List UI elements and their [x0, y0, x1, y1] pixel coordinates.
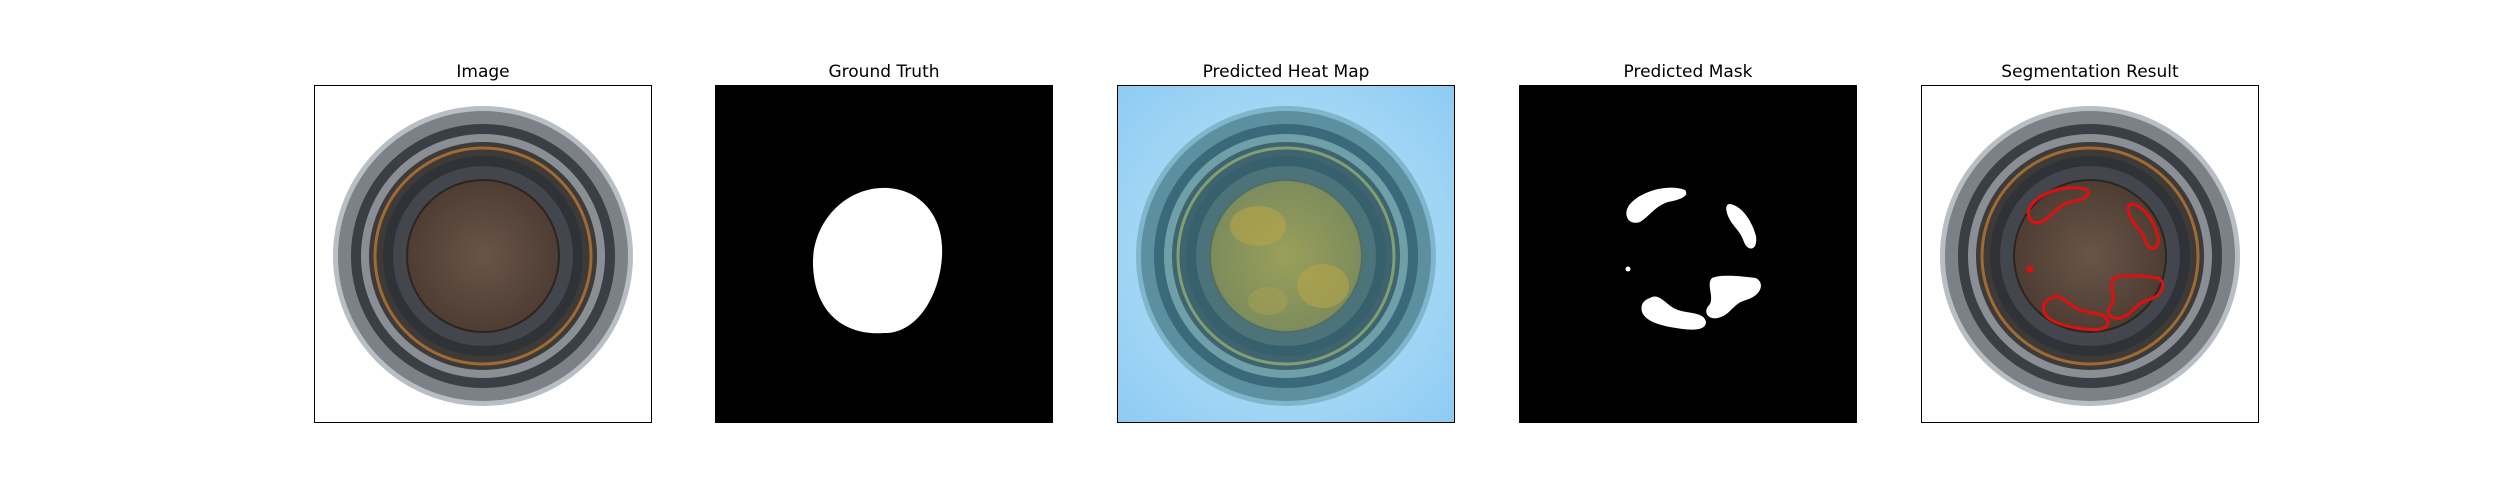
contour-lower-right	[2106, 274, 2165, 320]
predicted-mask	[1520, 86, 1856, 422]
contour-upper-right	[2126, 202, 2160, 250]
contour-speck	[2026, 265, 2034, 273]
contour-upper-left	[2026, 186, 2090, 225]
panel-image: Image	[314, 0, 652, 500]
panel-title-heat-map: Predicted Heat Map	[1202, 62, 1370, 82]
segmentation-contours	[2026, 186, 2165, 332]
heat-map-overlay	[1118, 86, 1454, 422]
segmentation-frame	[1921, 85, 2259, 423]
panel-title-image: Image	[456, 62, 510, 82]
mask-frame	[1519, 85, 1857, 423]
panel-title-ground-truth: Ground Truth	[828, 62, 940, 82]
mask-speck	[1625, 266, 1631, 272]
panel-title-mask: Predicted Mask	[1623, 62, 1753, 82]
ground-truth-frame	[715, 85, 1053, 423]
panel-ground-truth: Ground Truth	[715, 0, 1053, 500]
panel-segmentation: Segmentation Result	[1921, 0, 2259, 500]
bottle-neck-photo	[315, 86, 651, 422]
heat-map-frame	[1117, 85, 1455, 423]
mask-blob-lower-left	[1641, 296, 1706, 330]
panel-heat-map: Predicted Heat Map	[1117, 0, 1455, 500]
segmentation-overlay	[1922, 86, 2258, 422]
panel-title-segmentation: Segmentation Result	[2001, 62, 2179, 82]
image-frame	[314, 85, 652, 423]
mask-blob-lower-right	[1706, 275, 1761, 319]
panel-mask: Predicted Mask	[1519, 0, 1857, 500]
ground-truth-blob	[812, 187, 943, 334]
ground-truth-mask	[716, 86, 1052, 422]
contour-lower-left	[2042, 295, 2110, 332]
mask-blob-upper-left	[1626, 187, 1687, 223]
mask-blob-upper-right	[1726, 204, 1757, 249]
